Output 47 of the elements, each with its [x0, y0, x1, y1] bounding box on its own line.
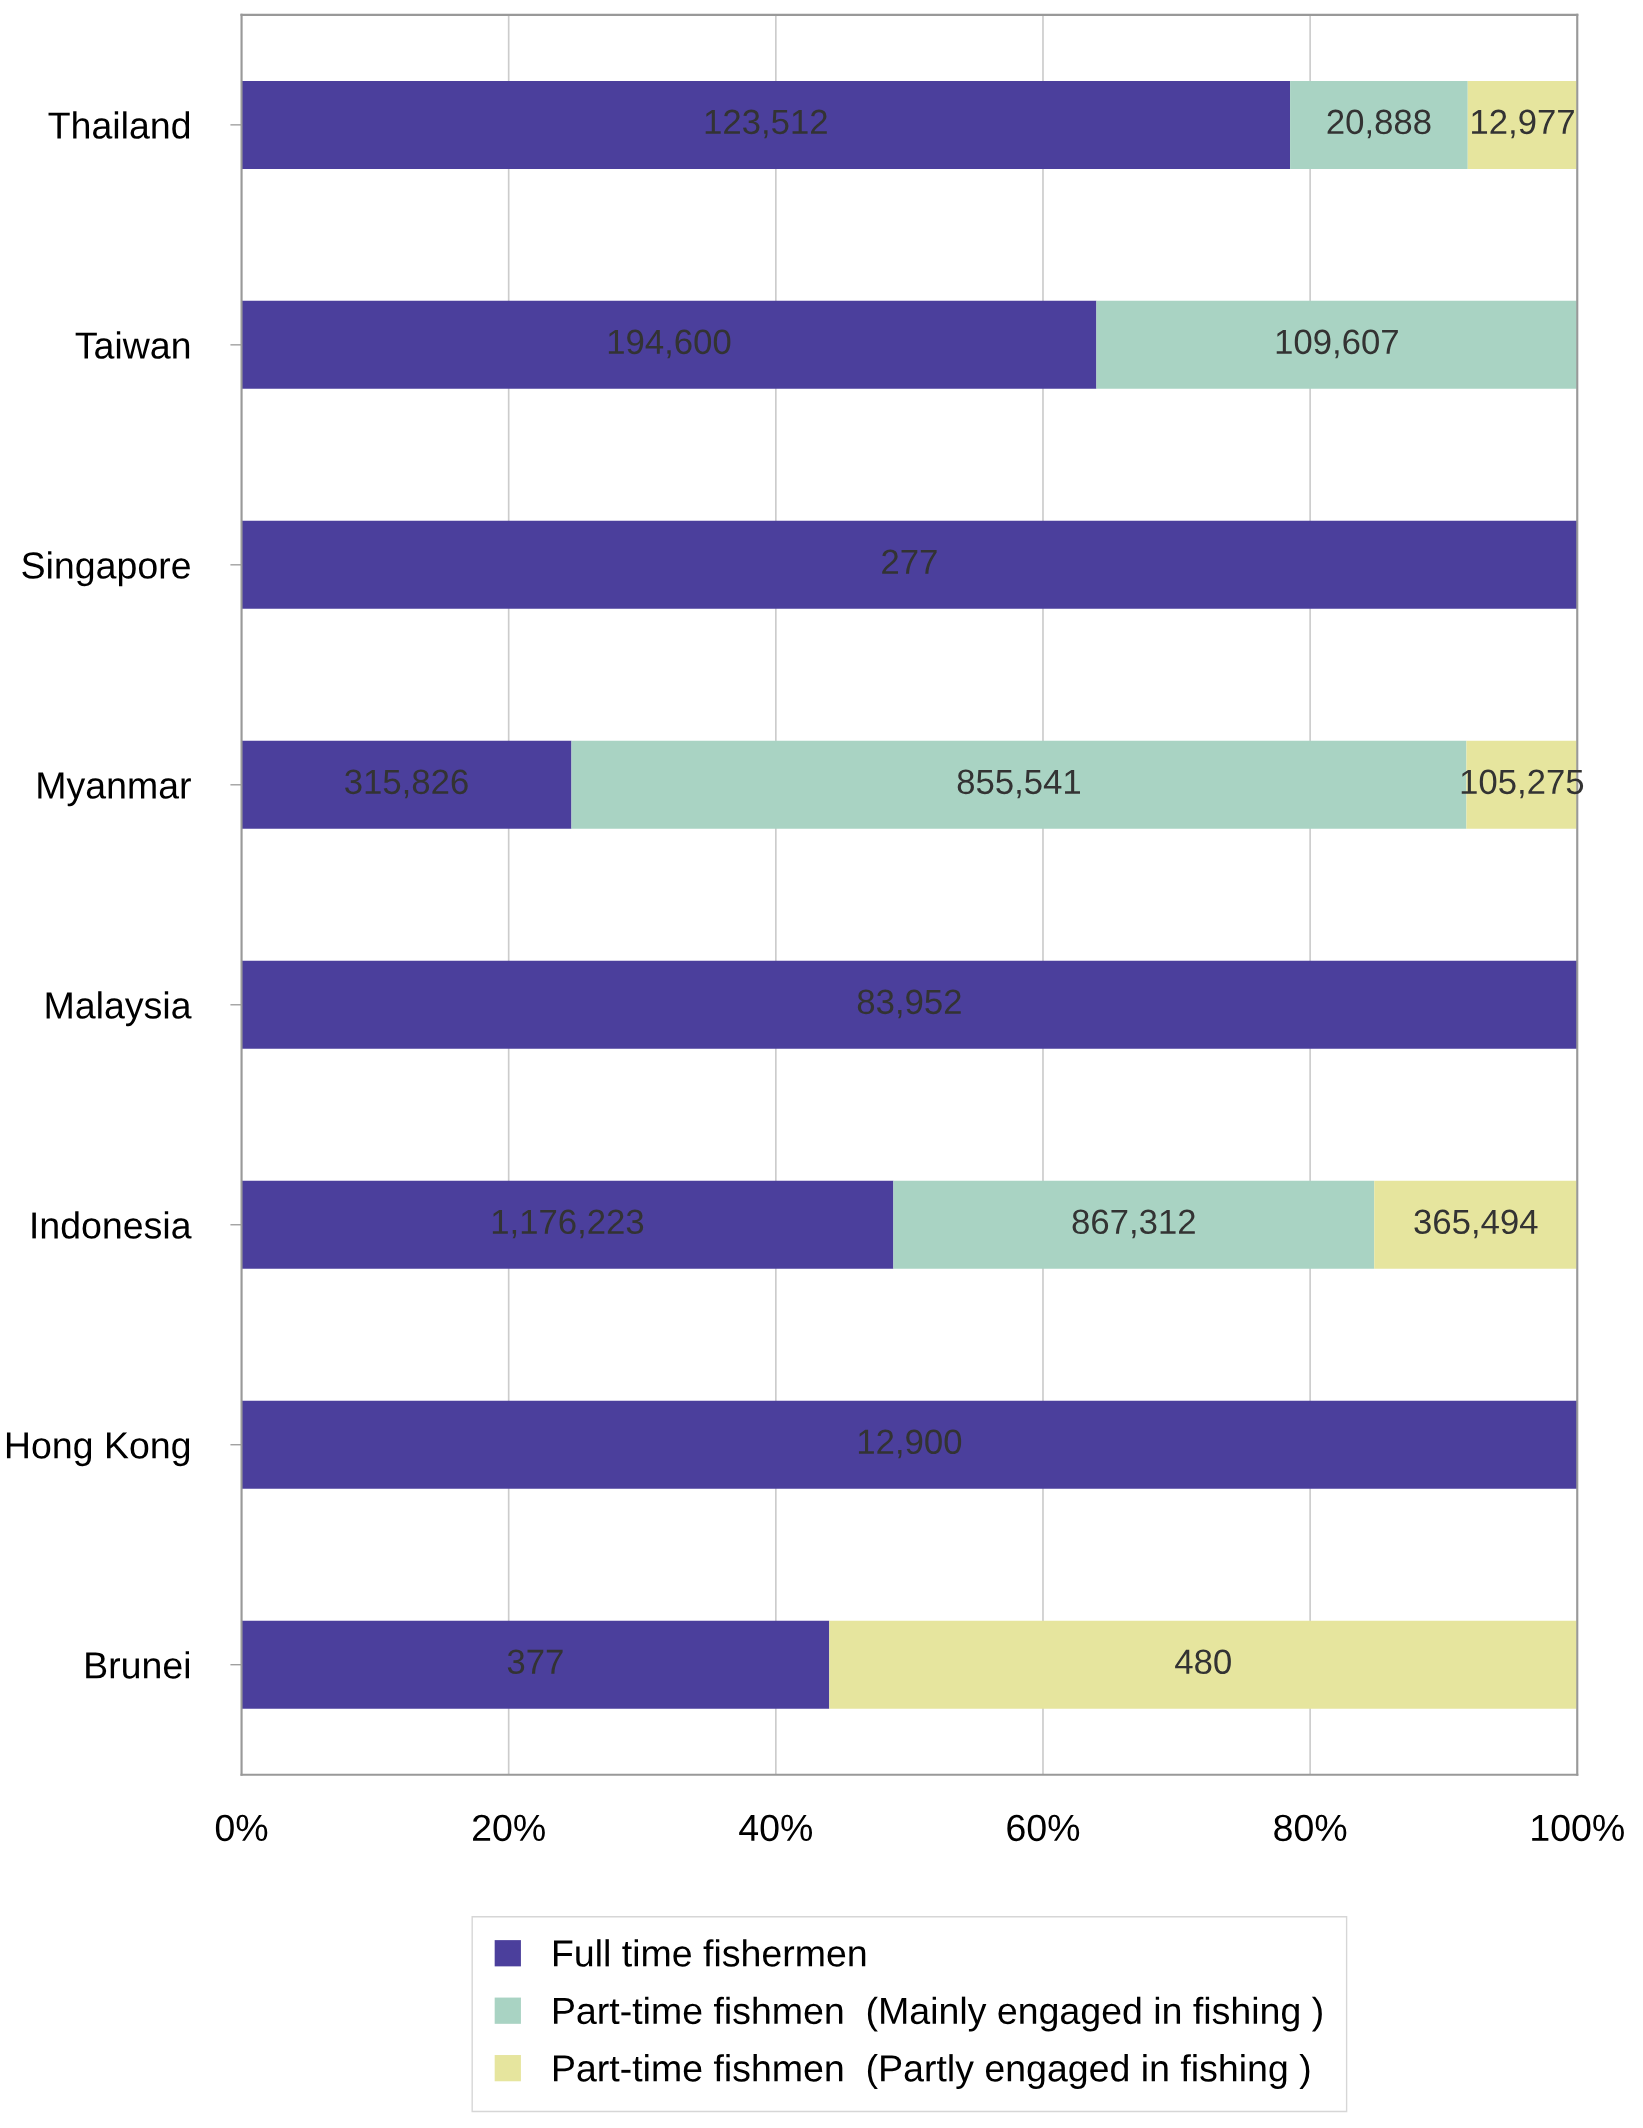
x-tick-label: 20%: [473, 1814, 545, 1842]
legend-label: Part-time fishmen (Partly engaged in fishing ): [554, 2054, 1310, 2090]
annotation: 109,607: [1276, 329, 1398, 359]
x-tick-label: 0%: [215, 1814, 268, 1842]
annotation: 12,977: [1472, 109, 1574, 139]
bar: [241, 80, 1291, 169]
bar: [241, 1400, 1578, 1489]
bar: [241, 740, 572, 829]
bar: [1374, 1180, 1578, 1269]
y-tick-label: Myanmar: [38, 772, 191, 807]
annotation: 365,494: [1414, 1209, 1538, 1239]
annotation: 480: [1175, 1649, 1231, 1675]
annotation: 20,888: [1327, 109, 1431, 139]
bar: [893, 1180, 1375, 1269]
bar: [241, 1180, 894, 1269]
annotation: 12,900: [858, 1429, 962, 1459]
bar: [241, 300, 1097, 389]
bar: [1096, 300, 1578, 389]
x-tick-label: 40%: [739, 1814, 813, 1842]
y-tick-label: Indonesia: [32, 1211, 192, 1239]
legend-label: Full time fishermen: [554, 1939, 866, 1967]
bar: [829, 1620, 1578, 1709]
bar: [241, 960, 1578, 1049]
y-tick-label: Malaysia: [46, 991, 192, 1027]
bar: [241, 520, 1578, 609]
bar: [241, 1620, 830, 1709]
x-tick-label: 80%: [1274, 1814, 1347, 1842]
annotation: 377: [507, 1649, 563, 1675]
annotation: 277: [882, 549, 937, 574]
annotation: 867,312: [1072, 1209, 1195, 1239]
annotation: 1,176,223: [492, 1209, 644, 1239]
annotation: 105,275: [1461, 769, 1584, 799]
y-tick-label: Thailand: [48, 111, 190, 139]
y-tick-label: Taiwan: [75, 331, 190, 359]
annotation: 194,600: [608, 329, 731, 359]
annotation: 83,952: [857, 989, 961, 1019]
y-tick-label: Singapore: [22, 551, 190, 587]
y-tick-label: Brunei: [86, 1651, 189, 1679]
annotation: 123,512: [705, 109, 827, 139]
legend-label: Part-time fishmen (Mainly engaged in fishing ): [554, 1996, 1322, 2032]
x-tick-label: 60%: [1007, 1814, 1080, 1842]
bar: [1290, 80, 1468, 169]
annotation: 855,541: [957, 769, 1080, 799]
x-tick-label: 100%: [1532, 1814, 1624, 1842]
y-tick-label: Hong Kong: [6, 1432, 190, 1467]
annotation: 315,826: [345, 769, 468, 799]
bar: [1467, 80, 1578, 169]
